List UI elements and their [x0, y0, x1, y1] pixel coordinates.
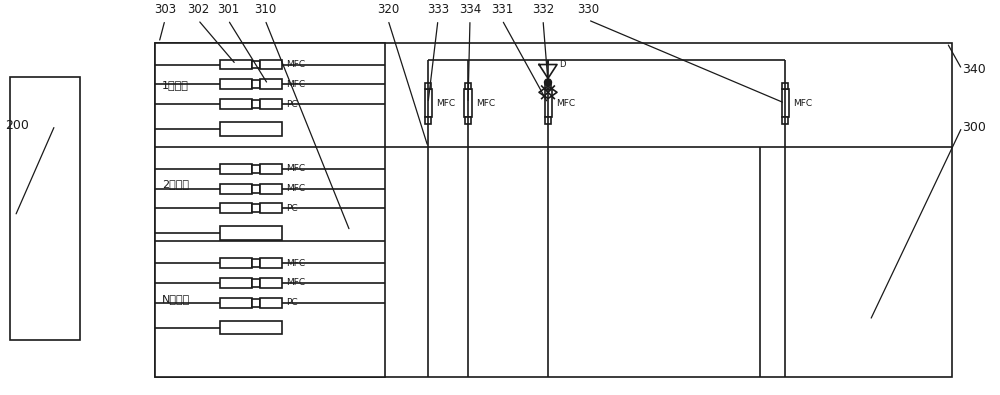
Bar	[782, 89, 788, 117]
Bar	[220, 298, 252, 308]
Bar	[10, 77, 80, 340]
Bar	[252, 100, 260, 108]
Text: MFC: MFC	[286, 164, 305, 173]
Bar	[220, 79, 252, 89]
Bar	[252, 205, 260, 213]
Text: 340: 340	[962, 63, 986, 76]
Bar	[155, 43, 385, 377]
Bar	[464, 89, 472, 117]
Text: MFC: MFC	[436, 99, 456, 108]
Bar	[465, 117, 471, 124]
Bar	[260, 278, 282, 288]
Bar	[252, 60, 260, 68]
Text: 320: 320	[377, 3, 399, 16]
Text: 301: 301	[217, 3, 239, 16]
Text: 331: 331	[491, 3, 513, 16]
Bar	[155, 43, 952, 377]
Bar	[220, 258, 252, 268]
Text: 303: 303	[154, 3, 176, 16]
Bar	[424, 89, 432, 117]
Bar	[260, 79, 282, 89]
Text: PC: PC	[286, 298, 298, 307]
Bar	[220, 321, 282, 335]
Text: 2号气体: 2号气体	[162, 179, 189, 189]
Bar	[260, 184, 282, 194]
Bar	[545, 117, 551, 124]
Text: 332: 332	[532, 3, 554, 16]
Bar	[252, 184, 260, 192]
Bar	[220, 122, 282, 136]
Bar	[252, 259, 260, 267]
Text: MFC: MFC	[286, 258, 305, 267]
Text: D: D	[559, 60, 566, 69]
Bar	[782, 83, 788, 89]
Bar	[252, 165, 260, 173]
Text: PC: PC	[286, 204, 298, 213]
Text: MFC: MFC	[476, 99, 496, 108]
Bar	[260, 164, 282, 174]
Bar	[252, 81, 260, 88]
Text: N号气体: N号气体	[162, 294, 190, 304]
Bar	[260, 203, 282, 213]
Bar	[220, 164, 252, 174]
Circle shape	[544, 79, 552, 86]
Bar	[220, 184, 252, 194]
Text: MFC: MFC	[794, 99, 813, 108]
Text: 302: 302	[187, 3, 209, 16]
Text: MFC: MFC	[286, 60, 305, 69]
Text: 200: 200	[5, 118, 29, 132]
Text: 330: 330	[577, 3, 599, 16]
Text: 333: 333	[427, 3, 449, 16]
Bar	[425, 83, 431, 89]
Bar	[782, 117, 788, 124]
Bar	[260, 60, 282, 70]
Bar	[425, 117, 431, 124]
Text: 334: 334	[459, 3, 481, 16]
Bar	[220, 278, 252, 288]
Bar	[252, 299, 260, 307]
Bar	[220, 99, 252, 109]
Text: 1号气体: 1号气体	[162, 80, 189, 90]
Bar	[260, 298, 282, 308]
Bar	[220, 60, 252, 70]
Bar	[252, 279, 260, 287]
Text: MFC: MFC	[286, 184, 305, 193]
Bar	[220, 226, 282, 240]
Bar	[260, 258, 282, 268]
Bar	[544, 89, 552, 117]
Text: MFC: MFC	[556, 99, 576, 108]
Bar	[465, 83, 471, 89]
Text: 300: 300	[962, 120, 986, 134]
Text: MFC: MFC	[286, 80, 305, 89]
Bar	[545, 83, 551, 89]
Bar	[220, 203, 252, 213]
Text: 310: 310	[254, 3, 276, 16]
Text: PC: PC	[286, 100, 298, 109]
Bar	[260, 99, 282, 109]
Text: MFC: MFC	[286, 278, 305, 287]
